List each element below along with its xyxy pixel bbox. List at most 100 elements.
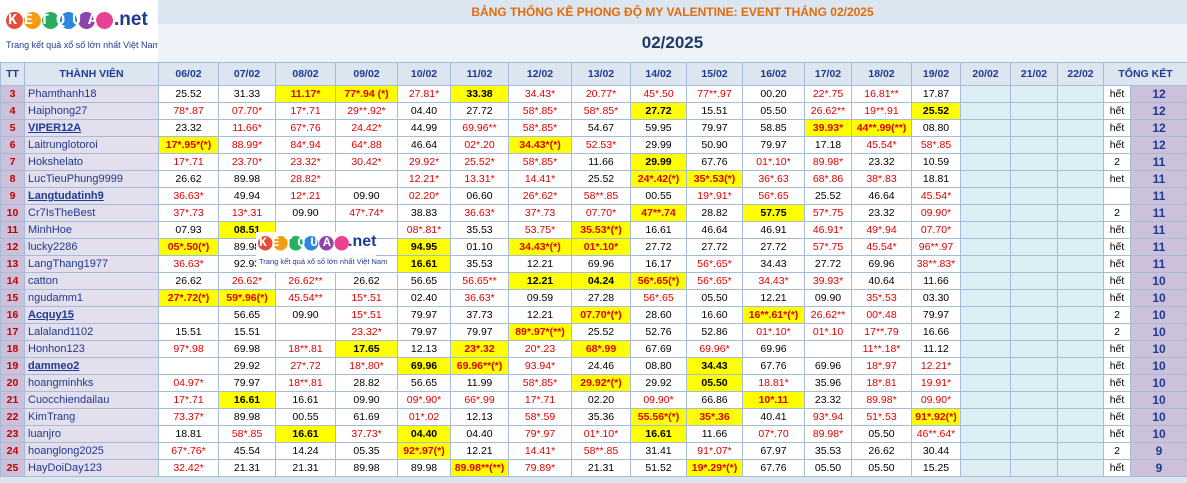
logo[interactable]: KETQUA .net Trang kết quả xổ số lớn nhất… [0,0,160,62]
score-cell: 69.96**(*) [450,357,509,375]
member-name[interactable]: Langtudatinh9 [24,187,159,205]
total-cell: 10 [1130,374,1187,392]
score-cell: 00.20 [742,85,805,103]
member-row: 10 Cr7IsTheBest 37*.73 13*.31 09.90 47*.74* 38… [0,204,1187,222]
logo-domain: .net [114,9,148,30]
score-cell: 12*.21 [275,187,336,205]
score-cell: 17*.71 [275,102,336,120]
member-name: KimTrang [24,408,159,426]
score-cell [1010,306,1058,324]
score-cell: 27.72 [630,238,687,256]
score-cell: 09.90 [335,391,398,409]
score-cell: 29**.92* [335,102,398,120]
score-cell: 19*.91* [686,187,743,205]
score-cell: 21.31 [571,459,631,477]
rank-cell: 25 [0,459,25,477]
score-cell [1010,187,1058,205]
score-cell: 58*.85* [508,153,572,171]
score-cell [1057,340,1104,358]
score-cell: 16.61 [630,425,687,443]
score-cell [275,323,336,341]
score-cell: 57*.75 [804,204,852,222]
score-cell [1057,391,1104,409]
score-cell: 17*.71 [158,153,219,171]
score-cell: 69.96 [851,255,912,273]
score-cell: 58*.85* [571,102,631,120]
score-cell: 18**.81 [275,340,336,358]
score-cell [1057,459,1104,477]
score-cell: 66*.99 [450,391,509,409]
score-cell: 69.96 [804,357,852,375]
score-cell: 23.32 [851,204,912,222]
rank-cell: 3 [0,85,25,103]
score-cell: 57*.75 [804,238,852,256]
score-cell: 58.85 [742,119,805,137]
score-cell: 37*.73 [158,204,219,222]
score-cell: 77**.97 [686,85,743,103]
score-cell: 06.60 [450,187,509,205]
score-cell: 16.61 [275,425,336,443]
score-cell: 09*.90* [397,391,451,409]
score-cell [1057,136,1104,154]
score-cell: 07.70* [911,221,961,239]
score-cell: 69.96 [742,340,805,358]
score-cell [1057,187,1104,205]
date-header: 11/02 [450,62,509,86]
score-cell: 04.24 [571,272,631,290]
status-cell: het [1103,170,1131,188]
score-cell: 13*.31 [218,204,276,222]
score-cell [158,357,219,375]
score-cell: 89.98* [804,153,852,171]
score-cell [1010,85,1058,103]
member-name[interactable]: VIPER12A [24,119,159,137]
score-cell: 45*.50 [630,85,687,103]
member-name: catton [24,272,159,290]
status-cell: 2 [1103,204,1131,222]
date-header: 15/02 [686,62,743,86]
status-cell: hết [1103,85,1131,103]
score-cell: 58*.85 [911,136,961,154]
score-cell: 24.42* [335,119,398,137]
score-cell: 34.43* [742,272,805,290]
score-cell: 16**.61*(*) [742,306,805,324]
member-name[interactable]: dammeo2 [24,357,159,375]
score-cell: 36.63* [450,204,509,222]
score-cell [1010,340,1058,358]
score-cell [1057,102,1104,120]
score-cell: 69.96 [397,357,451,375]
score-cell: 01*.10* [742,323,805,341]
column-header: TỔNG KẾT [1103,62,1187,86]
score-cell: 69.96* [686,340,743,358]
score-cell: 56*.65 [742,187,805,205]
score-cell [1057,238,1104,256]
score-cell: 56.65 [397,374,451,392]
score-cell: 89.98 [218,170,276,188]
member-name: Honhon123 [24,340,159,358]
score-cell: 28.82 [335,374,398,392]
score-cell: 23.70* [218,153,276,171]
score-cell: 46**.64* [911,425,961,443]
score-cell: 67*.76 [275,119,336,137]
score-cell [1057,255,1104,273]
status-cell: hết [1103,289,1131,307]
score-cell [1010,255,1058,273]
rank-cell: 20 [0,374,25,392]
date-header: 06/02 [158,62,219,86]
score-cell: 79.97 [450,323,509,341]
score-cell: 11**.18* [851,340,912,358]
score-cell [1010,102,1058,120]
score-cell: 67.76 [686,153,743,171]
score-cell: 45.54** [275,289,336,307]
status-cell: 2 [1103,153,1131,171]
member-name[interactable]: Acquy15 [24,306,159,324]
score-cell [1010,408,1058,426]
score-cell: 35*.53 [851,289,912,307]
score-cell: 27.81* [397,85,451,103]
total-cell: 10 [1130,425,1187,443]
score-cell: 28.82 [686,204,743,222]
score-cell [960,442,1011,460]
total-cell: 11 [1130,221,1187,239]
score-cell: 11.12 [911,340,961,358]
score-cell: 91*.92(*) [911,408,961,426]
rank-cell: 5 [0,119,25,137]
